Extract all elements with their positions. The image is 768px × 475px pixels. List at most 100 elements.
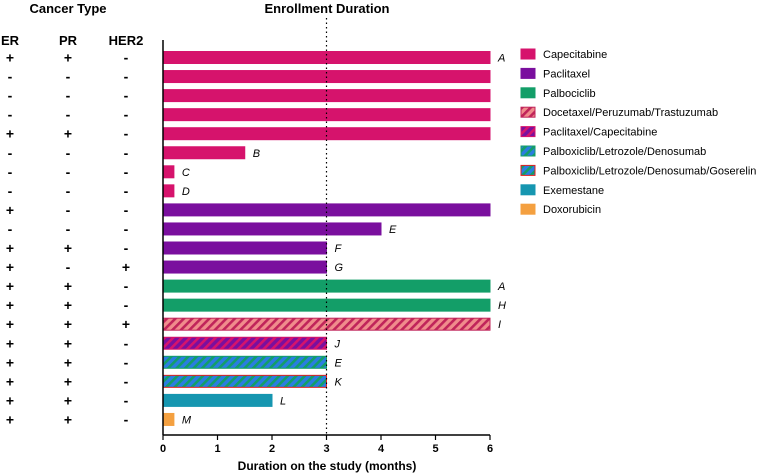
pr-status-6: - — [66, 145, 71, 161]
bar-label-13: A — [497, 281, 505, 293]
her2-status-18: - — [124, 373, 129, 389]
legend-label-4: Docetaxel/Peruzumab/Trastuzumab — [543, 107, 718, 119]
her2-status-9: - — [124, 202, 129, 218]
legend-swatch-8 — [520, 184, 536, 196]
her2-status-19: - — [124, 392, 129, 408]
bar-label-20: M — [182, 414, 192, 426]
er-status-14: + — [6, 297, 14, 313]
bar-patient-1 — [162, 51, 491, 64]
x-tick-label-0: 0 — [160, 443, 166, 455]
x-axis: 0 1 2 3 4 5 6 — [160, 18, 493, 455]
er-status-19: + — [6, 392, 14, 408]
legend-label-2: Paclitaxel — [543, 68, 590, 80]
er-status-4: - — [8, 107, 13, 123]
legend-swatch-9 — [520, 203, 536, 215]
her2-status-16: - — [124, 335, 129, 351]
er-status-9: + — [6, 202, 14, 218]
pr-status-17: + — [64, 354, 72, 370]
pr-status-4: - — [66, 107, 71, 123]
legend: Capecitabine Paclitaxel Palbociclib Docetax… — [520, 48, 756, 216]
pr-column-header: PR — [59, 33, 78, 48]
pr-status-16: + — [64, 335, 72, 351]
pr-status-7: - — [66, 164, 71, 180]
bar-label-18: K — [335, 376, 343, 388]
bar-patient-6 — [162, 146, 246, 160]
pr-status-12: - — [66, 259, 71, 275]
bar-patient-9 — [162, 203, 491, 217]
pr-status-13: + — [64, 278, 72, 294]
er-status-15: + — [6, 316, 14, 332]
bar-label-15: I — [498, 319, 501, 331]
legend-swatch-3 — [520, 87, 536, 99]
her2-status-11: - — [124, 240, 129, 256]
pr-status-20: + — [64, 411, 72, 427]
legend-swatch-2 — [520, 67, 536, 79]
bar-patient-11 — [162, 241, 327, 255]
her2-status-2: - — [124, 69, 129, 85]
legend-swatch-4 — [520, 106, 536, 118]
x-tick-label-2: 2 — [269, 443, 275, 455]
bar-patient-12 — [162, 260, 327, 274]
pr-status-5: + — [64, 126, 72, 142]
bar-patient-17 — [162, 355, 327, 369]
pr-status-14: + — [64, 297, 72, 313]
bar-label-16: J — [334, 338, 341, 350]
bar-label-1: A — [497, 53, 505, 65]
er-status-7: - — [8, 164, 13, 180]
bar-patient-10 — [162, 222, 382, 236]
x-tick-label-6: 6 — [487, 443, 493, 455]
her2-status-14: - — [124, 297, 129, 313]
bar-patient-4 — [162, 108, 491, 122]
bar-label-17: E — [335, 357, 343, 369]
bar-patient-7 — [162, 165, 175, 179]
her2-status-7: - — [124, 164, 129, 180]
pr-status-15: + — [64, 316, 72, 332]
legend-label-7: Palboxiclib/Letrozole/Denosumab/Gosereli… — [543, 165, 756, 177]
legend-label-8: Exemestane — [543, 185, 604, 197]
pr-status-19: + — [64, 392, 72, 408]
bar-label-8: D — [182, 186, 190, 198]
bar-label-12: G — [335, 262, 344, 274]
bar-patient-20 — [162, 412, 175, 426]
er-status-17: + — [6, 354, 14, 370]
er-status-20: + — [6, 411, 14, 427]
er-status-8: - — [8, 183, 13, 199]
er-status-18: + — [6, 373, 14, 389]
legend-swatch-1 — [520, 48, 536, 60]
bar-patient-16 — [162, 336, 327, 350]
bar-label-7: C — [182, 167, 190, 179]
er-status-13: + — [6, 278, 14, 294]
bar-patient-18 — [162, 374, 327, 388]
bar-label-6: B — [253, 148, 260, 160]
cancer-type-header: Cancer Type — [29, 1, 106, 16]
her2-status-5: - — [124, 126, 129, 142]
pr-status-8: - — [66, 183, 71, 199]
legend-swatch-6 — [520, 145, 536, 157]
x-axis-label: Duration on the study (months) — [238, 459, 417, 473]
legend-label-3: Palbociclib — [543, 88, 596, 100]
bar-label-11: F — [335, 243, 343, 255]
her2-status-17: - — [124, 354, 129, 370]
legend-label-1: Capecitabine — [543, 49, 607, 61]
er-status-3: - — [8, 88, 13, 104]
bar-patient-8 — [162, 184, 175, 198]
pr-status-9: - — [66, 202, 71, 218]
er-status-16: + — [6, 335, 14, 351]
bar-patient-14 — [162, 298, 491, 312]
receptor-status-table: + - - - + - - - + - + + + + + + + + + + + - - - + - - - - - + - + + + + + + + +… — [6, 50, 130, 428]
her2-status-10: - — [124, 221, 129, 237]
her2-status-3: - — [124, 88, 129, 104]
legend-label-5: Paclitaxel/Capecitabine — [543, 127, 657, 139]
x-tick-label-1: 1 — [214, 443, 220, 455]
legend-swatch-5 — [520, 126, 536, 138]
er-status-12: + — [6, 259, 14, 275]
er-status-2: - — [8, 69, 13, 85]
er-column-header: ER — [1, 33, 20, 48]
pr-status-11: + — [64, 240, 72, 256]
bar-label-19: L — [280, 395, 286, 407]
legend-label-9: Doxorubicin — [543, 204, 601, 216]
bar-patient-19 — [162, 393, 273, 407]
her2-status-6: - — [124, 145, 129, 161]
